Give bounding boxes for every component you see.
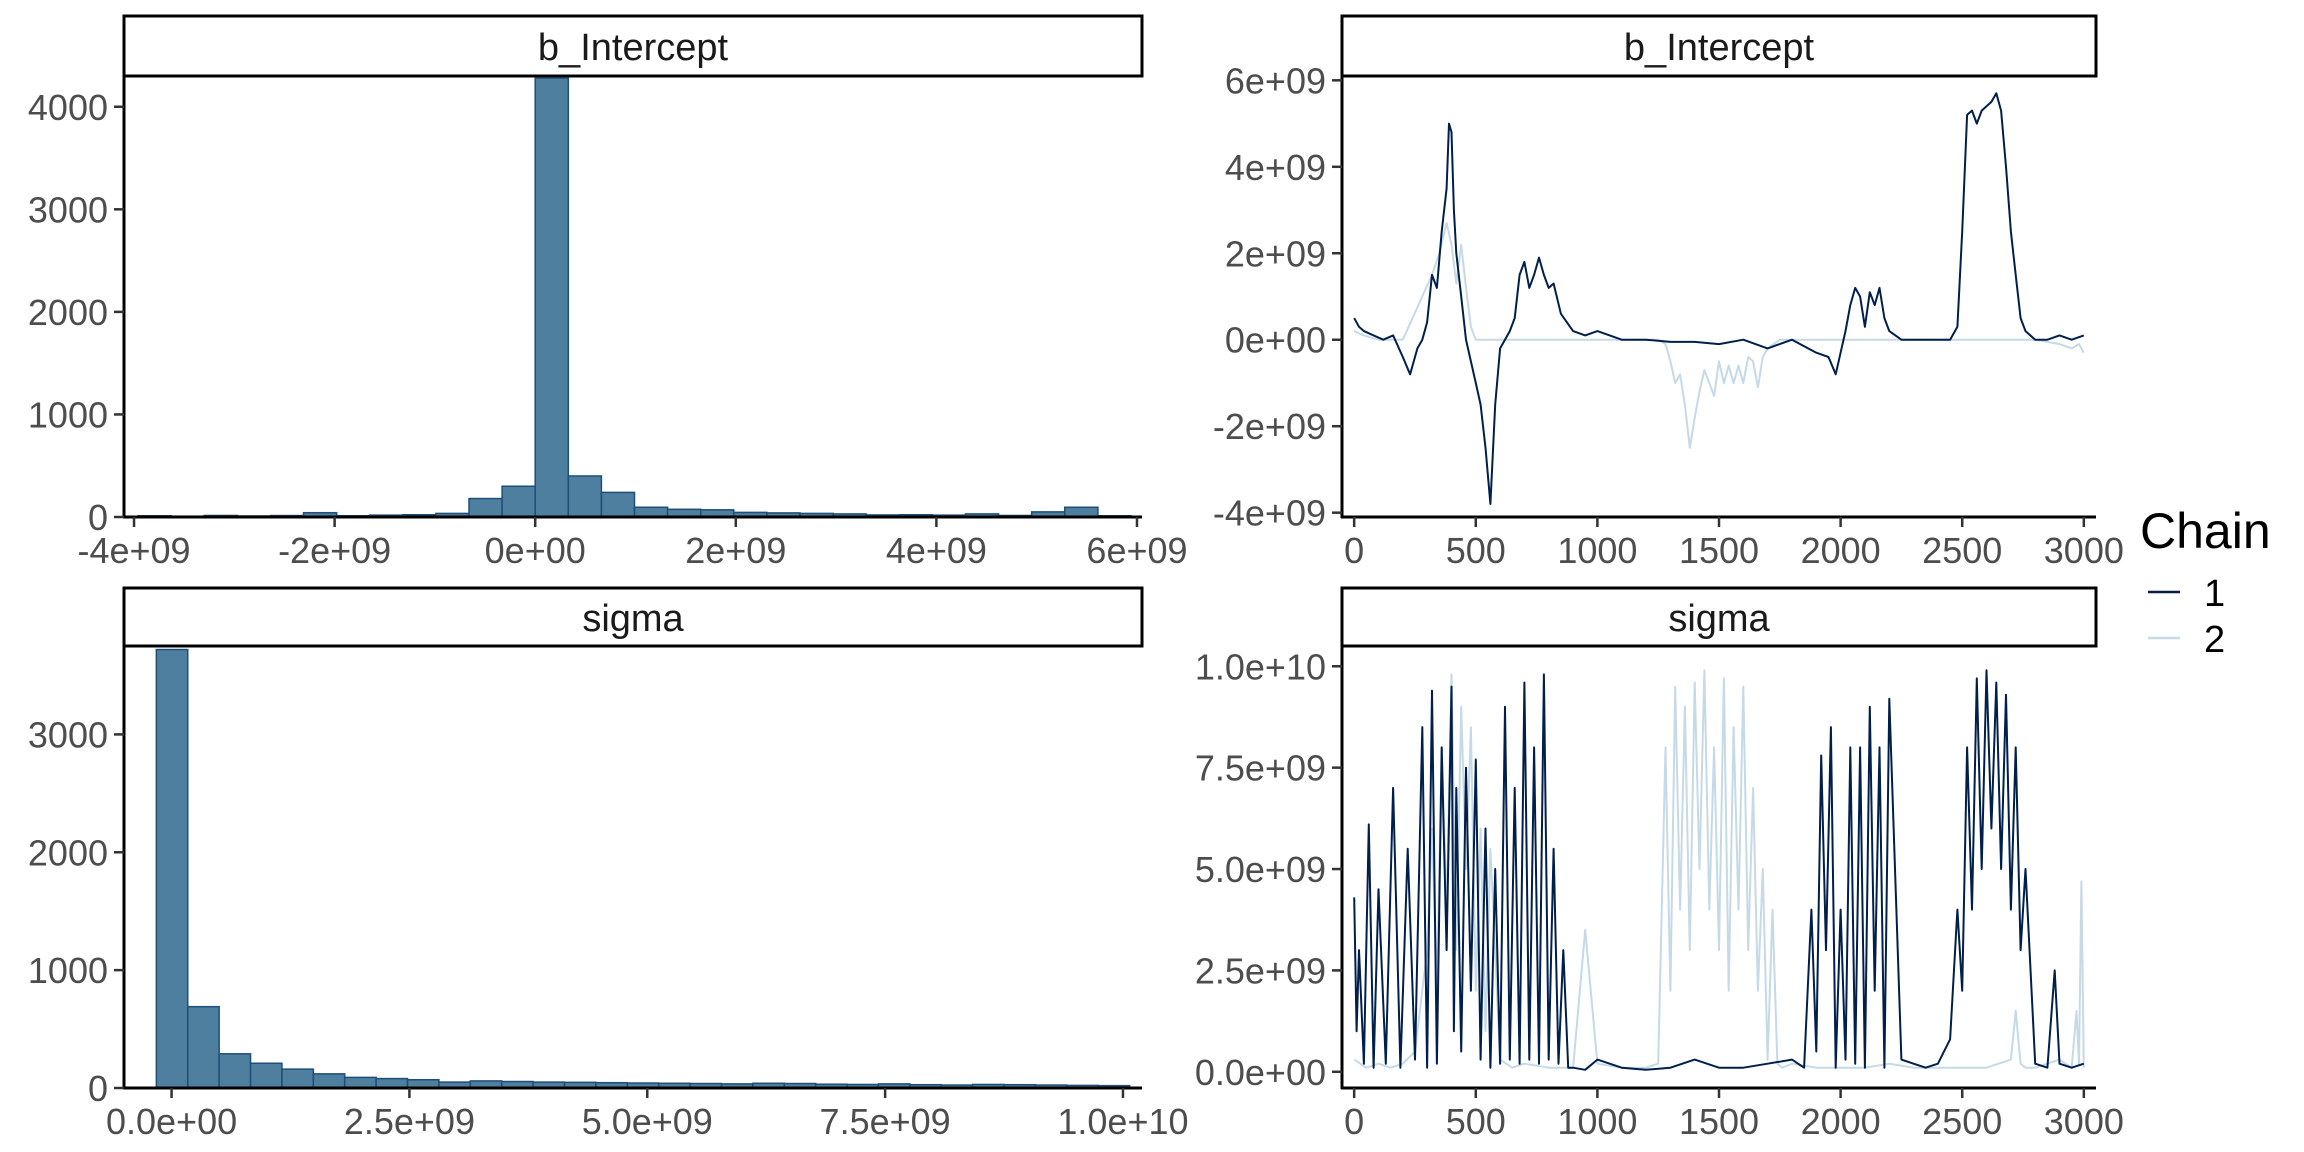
panel-title: sigma bbox=[1668, 598, 1770, 640]
x-tick-label: 1000 bbox=[1557, 530, 1637, 571]
histogram-bar bbox=[281, 1068, 315, 1089]
y-tick-label: 7.5e+09 bbox=[1195, 748, 1326, 789]
y-tick-label: -2e+09 bbox=[1213, 406, 1326, 447]
y-tick-label: 5.0e+09 bbox=[1195, 849, 1326, 890]
legend-label-2: 2 bbox=[2204, 619, 2225, 661]
histogram-bar bbox=[468, 497, 503, 518]
x-tick-label: 1000 bbox=[1557, 1101, 1637, 1142]
strip-background bbox=[1340, 586, 2098, 648]
y-tick-label: 6e+09 bbox=[1225, 60, 1326, 101]
y-tick-label: 0 bbox=[88, 1068, 108, 1109]
trace-line-chain-1 bbox=[1353, 92, 2085, 505]
histogram-bar bbox=[218, 1053, 252, 1089]
plot-area: 0 500 1000 1500 2000 2500 3000 -4e+09 -2e+09 0e+0… bbox=[1213, 60, 2124, 571]
panel-trace-b-intercept: b_Intercept 0 500 1000 1500 2000 2500 3000 -4e+… bbox=[1213, 14, 2124, 571]
panel-title: b_Intercept bbox=[538, 27, 729, 69]
y-tick-label: 4000 bbox=[28, 87, 108, 128]
x-tick-label: 1.0e+10 bbox=[1057, 1101, 1188, 1142]
x-tick-label: 7.5e+09 bbox=[820, 1101, 951, 1142]
histogram-bar bbox=[186, 1005, 220, 1089]
histogram-bar bbox=[534, 77, 570, 518]
y-tick-label: 3000 bbox=[28, 714, 108, 755]
panel-title: b_Intercept bbox=[1624, 27, 1815, 69]
strip-background bbox=[122, 14, 1144, 78]
panel-title: sigma bbox=[582, 598, 684, 640]
x-tick-label: 2500 bbox=[1922, 1101, 2002, 1142]
strip-background bbox=[1340, 14, 2098, 78]
y-tick-label: 1.0e+10 bbox=[1195, 646, 1326, 687]
y-tick-label: 0 bbox=[88, 497, 108, 538]
y-tick-label: 2000 bbox=[28, 832, 108, 873]
x-tick-label: -2e+09 bbox=[278, 530, 391, 571]
panel-trace-sigma: sigma 0 500 1000 1500 2000 2500 3000 0.0e+00 2.5… bbox=[1195, 586, 2124, 1142]
x-tick-label: 5.0e+09 bbox=[582, 1101, 713, 1142]
plot-area: 0.0e+00 2.5e+09 5.0e+09 7.5e+09 1.0e+10 0 1000… bbox=[28, 646, 1189, 1142]
x-tick-label: 4e+09 bbox=[886, 530, 987, 571]
histogram-bar bbox=[249, 1062, 283, 1089]
x-tick-label: 500 bbox=[1446, 530, 1506, 571]
x-tick-label: 2000 bbox=[1801, 530, 1881, 571]
plot-area: 0 500 1000 1500 2000 2500 3000 0.0e+00 2.5e+09 5.… bbox=[1195, 646, 2124, 1142]
trace-line-chain-2 bbox=[1353, 669, 2085, 1069]
x-tick-label: 0 bbox=[1344, 530, 1364, 571]
x-tick-label: 0 bbox=[1344, 1101, 1364, 1142]
x-tick-label: 3000 bbox=[2044, 530, 2124, 571]
histogram-bar bbox=[567, 475, 603, 518]
histogram-bar bbox=[501, 485, 536, 518]
x-tick-label: 6e+09 bbox=[1086, 530, 1187, 571]
x-tick-label: 3000 bbox=[2044, 1101, 2124, 1142]
plot-area: -4e+09 -2e+09 0e+00 2e+09 4e+09 6e+09 0 1000 200… bbox=[28, 76, 1188, 571]
x-tick-label: 2500 bbox=[1922, 530, 2002, 571]
legend-label-1: 1 bbox=[2204, 573, 2225, 615]
x-tick-label: 1500 bbox=[1679, 1101, 1759, 1142]
y-tick-label: 1000 bbox=[28, 950, 108, 991]
y-tick-label: 2000 bbox=[28, 292, 108, 333]
histogram-bar bbox=[155, 648, 189, 1089]
y-tick-label: 2e+09 bbox=[1225, 233, 1326, 274]
x-tick-label: -4e+09 bbox=[77, 530, 190, 571]
legend: Chain 1 2 bbox=[2140, 503, 2271, 661]
strip-background bbox=[122, 586, 1144, 648]
y-tick-label: 2.5e+09 bbox=[1195, 950, 1326, 991]
x-tick-label: 0.0e+00 bbox=[106, 1101, 237, 1142]
trace-line-chain-1 bbox=[1353, 669, 2085, 1071]
x-tick-label: 1500 bbox=[1679, 530, 1759, 571]
x-tick-label: 2.5e+09 bbox=[344, 1101, 475, 1142]
histogram-bar bbox=[343, 1076, 377, 1089]
y-tick-label: 3000 bbox=[28, 189, 108, 230]
histogram-bar bbox=[312, 1073, 346, 1089]
histogram-bar bbox=[600, 491, 636, 518]
x-tick-label: 2e+09 bbox=[685, 530, 786, 571]
x-tick-label: 2000 bbox=[1801, 1101, 1881, 1142]
trace-line-chain-2 bbox=[1353, 222, 2085, 449]
y-tick-label: 1000 bbox=[28, 394, 108, 435]
y-tick-label: 0e+00 bbox=[1225, 320, 1326, 361]
x-tick-label: 0e+00 bbox=[485, 530, 586, 571]
legend-title: Chain bbox=[2140, 503, 2271, 559]
y-tick-label: -4e+09 bbox=[1213, 493, 1326, 534]
panel-hist-sigma: sigma 0.0e+00 2.5e+09 5.0e+09 7.5e+09 1.0e+1… bbox=[28, 586, 1189, 1142]
y-tick-label: 0.0e+00 bbox=[1195, 1052, 1326, 1093]
panel-hist-b-intercept: b_Intercept -4e+09 -2e+09 0e+00 2e+09 4e+09 6… bbox=[28, 14, 1188, 571]
x-tick-label: 500 bbox=[1446, 1101, 1506, 1142]
y-tick-label: 4e+09 bbox=[1225, 147, 1326, 188]
